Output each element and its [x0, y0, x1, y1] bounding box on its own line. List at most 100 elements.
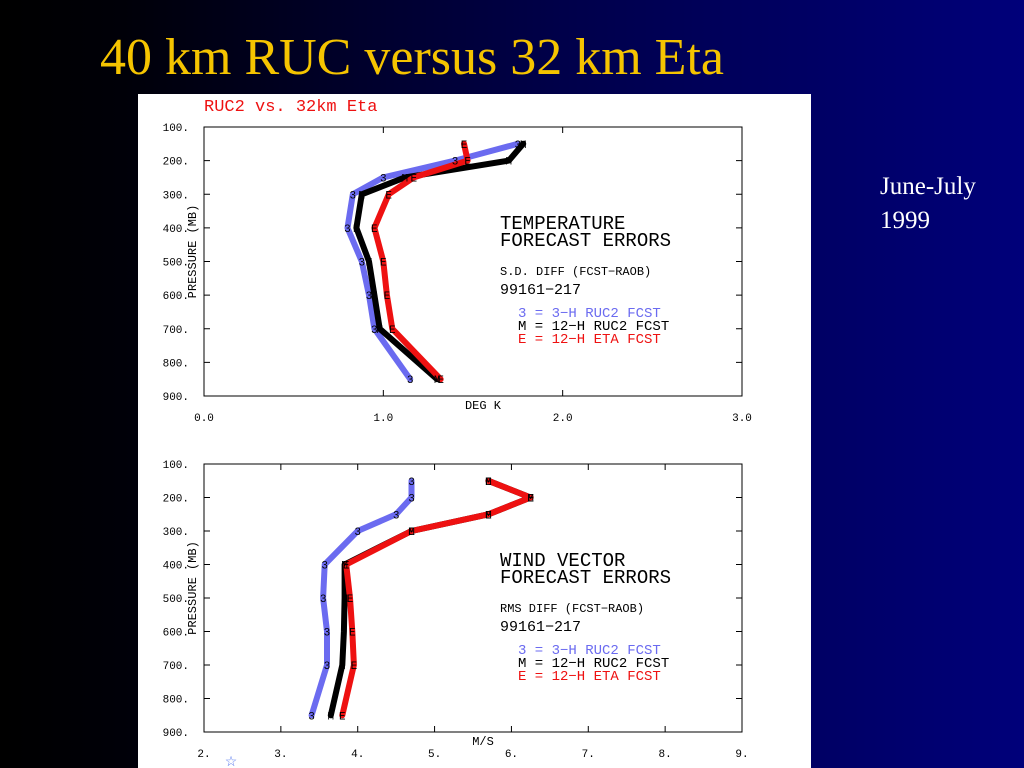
wind-data-point-marker: E: [349, 628, 356, 640]
wind-data-point-marker: M: [485, 510, 492, 522]
slide-title: 40 km RUC versus 32 km Eta: [100, 29, 724, 86]
temperature-y-tick-label: 300.: [163, 190, 189, 202]
wind-x-tick-label: 5.: [428, 749, 441, 761]
temperature-y-tick-label: 100.: [163, 123, 189, 135]
wind-stat-label: RMS DIFF (FCST−RAOB): [500, 602, 644, 616]
wind-x-tick-label: 3.: [274, 749, 287, 761]
temperature-y-tick-label: 400.: [163, 224, 189, 236]
wind-x-tick-label: 4.: [351, 749, 364, 761]
temperature-data-point-marker: E: [389, 325, 396, 337]
temperature-y-tick-label: 200.: [163, 157, 189, 169]
temperature-data-point-marker: 3: [366, 291, 373, 303]
wind-data-point-marker: 3: [354, 527, 361, 539]
date-range-year: 1999: [880, 207, 930, 234]
temperature-chart-title-line2: FORECAST ERRORS: [500, 230, 671, 252]
wind-data-point-marker: 3: [321, 561, 328, 573]
wind-y-tick-label: 400.: [163, 561, 189, 573]
wind-series-m-line: [327, 477, 534, 719]
date-range-months: June-July: [880, 173, 976, 200]
temperature-data-point-marker: M: [520, 140, 527, 152]
wind-data-point-marker: 3: [308, 711, 315, 723]
wind-data-point-marker: M: [408, 527, 415, 539]
temperature-x-tick-label: 2.0: [553, 413, 573, 425]
wind-data-point-marker: E: [351, 661, 358, 673]
temperature-data-point-marker: M: [376, 325, 383, 337]
temperature-data-point-marker: 3: [380, 173, 387, 185]
temperature-period-label: 99161−217: [500, 282, 581, 299]
wind-data-point-marker: E: [347, 594, 354, 606]
temperature-data-point-marker: 3: [359, 258, 366, 270]
wind-y-tick-label: 200.: [163, 494, 189, 506]
temperature-error-chart: 100. 200. 300. 400. 500. 600. 700. 800. 900. 0.0 1…: [163, 123, 752, 425]
wind-data-point-marker: 3: [408, 477, 415, 489]
wind-series-e-line: [339, 477, 534, 719]
temperature-data-point-marker: E: [411, 173, 418, 185]
wind-data-point-marker: 3: [320, 594, 327, 606]
temperature-data-point-marker: 3: [407, 375, 414, 387]
wind-y-tick-label: 100.: [163, 460, 189, 472]
wind-period-label: 99161−217: [500, 619, 581, 636]
wind-y-tick-label: 600.: [163, 628, 189, 640]
temperature-data-point-marker: 3: [344, 224, 351, 236]
temperature-data-point-marker: M: [434, 375, 441, 387]
wind-y-tick-label: 300.: [163, 527, 189, 539]
chart-figure-svg: RUC2 vs. 32km Eta 100. 200. 300. 400. 500. 60…: [163, 98, 752, 768]
wind-y-tick-label: 700.: [163, 661, 189, 673]
wind-legend-entry-m: M = 12−H RUC2 FCST: [518, 656, 669, 672]
temperature-data-point-marker: 3: [452, 157, 459, 169]
temperature-data-point-marker: M: [506, 157, 513, 169]
temperature-y-tick-label: 700.: [163, 325, 189, 337]
wind-x-tick-label: 6.: [505, 749, 518, 761]
temperature-data-point-marker: M: [402, 173, 409, 185]
wind-data-point-marker: M: [339, 661, 346, 673]
wind-chart-title-line2: FORECAST ERRORS: [500, 567, 671, 589]
wind-y-tick-label: 500.: [163, 594, 189, 606]
temperature-data-point-marker: 3: [515, 140, 522, 152]
temperature-legend-entry-3: 3 = 3−H RUC2 FCST: [518, 306, 661, 322]
wind-x-tick-label: 2.: [197, 749, 210, 761]
temperature-data-point-marker: M: [359, 190, 366, 202]
temperature-y-tick-label: 500.: [163, 258, 189, 270]
wind-y-tick-label: 800.: [163, 695, 189, 707]
wind-data-point-marker: E: [485, 477, 492, 489]
temperature-x-axis-label: DEG K: [465, 399, 502, 413]
temperature-y-tick-label: 600.: [163, 291, 189, 303]
wind-x-tick-label: 8.: [659, 749, 672, 761]
wind-data-point-marker: 3: [408, 494, 415, 506]
temperature-x-tick-label: 0.0: [194, 413, 214, 425]
temperature-data-point-marker: E: [437, 375, 444, 387]
temperature-data-point-marker: M: [371, 291, 378, 303]
temperature-y-tick-label: 900.: [163, 392, 189, 404]
temperature-stat-label: S.D. DIFF (FCST−RAOB): [500, 265, 651, 279]
wind-legend-entry-3: 3 = 3−H RUC2 FCST: [518, 643, 661, 659]
wind-x-tick-label: 7.: [582, 749, 595, 761]
wind-x-tick-label: 9.: [735, 749, 748, 761]
temperature-data-point-marker: 3: [350, 190, 357, 202]
wind-series-3-line: [308, 477, 415, 719]
temperature-data-point-marker: E: [371, 224, 378, 236]
temperature-data-point-marker: E: [461, 140, 468, 152]
wind-error-chart: 100. 200. 300. 400. 500. 600. 700. 800. 900. 2. 3.…: [163, 460, 749, 761]
wind-x-axis-label: M/S: [472, 735, 494, 749]
wind-data-point-marker: E: [408, 527, 415, 539]
temperature-legend-entry-e: E = 12−H ETA FCST: [518, 332, 661, 348]
wind-data-point-marker: M: [341, 628, 348, 640]
wind-data-point-marker: E: [339, 711, 346, 723]
chart-figure: RUC2 vs. 32km Eta 100. 200. 300. 400. 500. 60…: [138, 94, 811, 768]
wind-data-point-marker: M: [527, 494, 534, 506]
wind-data-point-marker: 3: [393, 510, 400, 522]
temperature-y-tick-label: 800.: [163, 358, 189, 370]
temperature-series-3-line: [344, 140, 521, 383]
wind-legend-entry-e: E = 12−H ETA FCST: [518, 669, 661, 685]
figure-heading: RUC2 vs. 32km Eta: [204, 98, 377, 117]
wind-data-point-marker: E: [343, 561, 350, 573]
wind-data-point-marker: 3: [324, 661, 331, 673]
wind-data-point-marker: M: [485, 477, 492, 489]
temperature-data-point-marker: M: [353, 224, 360, 236]
wind-data-point-marker: 3: [324, 628, 331, 640]
temperature-data-point-marker: E: [385, 190, 392, 202]
temperature-legend-entry-m: M = 12−H RUC2 FCST: [518, 319, 669, 335]
temperature-data-point-marker: M: [366, 258, 373, 270]
temperature-series-m-line: [353, 140, 527, 383]
wind-data-point-marker: M: [341, 561, 348, 573]
